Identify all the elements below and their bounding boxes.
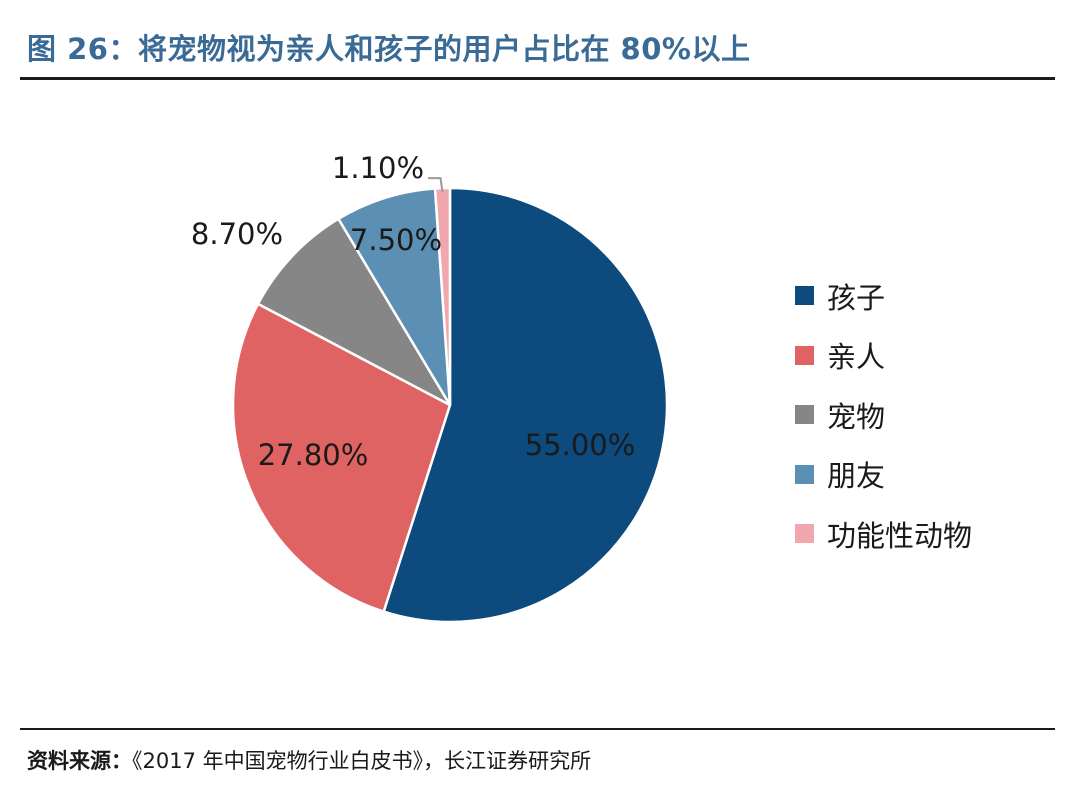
- legend-item-family: 亲人: [795, 326, 972, 386]
- label-child: 55.00%: [525, 428, 636, 462]
- legend-swatch: [795, 464, 814, 484]
- source-label: 资料来源：: [27, 749, 132, 773]
- legend-label: 功能性动物: [827, 518, 973, 553]
- slice-friend: [337, 187, 452, 407]
- label-friend: 7.50%: [350, 223, 442, 257]
- source-text: 《2017 年中国宠物行业白皮书》，长江证券研究所: [132, 749, 592, 773]
- leader-lines: [428, 177, 444, 193]
- figure-title: 图 26：将宠物视为亲人和孩子的用户占比在 80%以上: [27, 32, 751, 66]
- legend-swatch: [795, 524, 814, 544]
- pie-slices: [231, 186, 669, 624]
- slice-family: [231, 302, 452, 613]
- legend-label: 亲人: [827, 340, 886, 375]
- source-note: 资料来源：《2017 年中国宠物行业白皮书》，长江证券研究所: [27, 745, 591, 775]
- label-pet: 8.70%: [191, 217, 283, 251]
- leader-line-functional-animal: [428, 177, 444, 193]
- legend-label: 孩子: [827, 280, 886, 315]
- label-functional-animal: 1.10%: [332, 151, 424, 185]
- legend-swatch: [795, 405, 814, 425]
- label-family: 27.80%: [258, 438, 369, 472]
- legend-item-pet: 宠物: [795, 385, 972, 445]
- slice-pet: [256, 217, 452, 407]
- legend-item-functional-animal: 功能性动物: [795, 504, 972, 564]
- title-divider: [20, 77, 1055, 80]
- legend-swatch: [795, 286, 814, 306]
- legend-label: 宠物: [827, 399, 886, 434]
- source-divider: [20, 728, 1055, 730]
- data-labels: 55.00% 27.80% 8.70% 7.50% 1.10%: [191, 151, 635, 472]
- legend-label: 朋友: [827, 459, 886, 494]
- legend-item-child: 孩子: [795, 266, 972, 326]
- legend: 孩子 亲人 宠物 朋友 功能性动物: [795, 266, 972, 564]
- legend-swatch: [795, 345, 814, 365]
- slice-child: [382, 186, 669, 624]
- legend-item-friend: 朋友: [795, 445, 972, 505]
